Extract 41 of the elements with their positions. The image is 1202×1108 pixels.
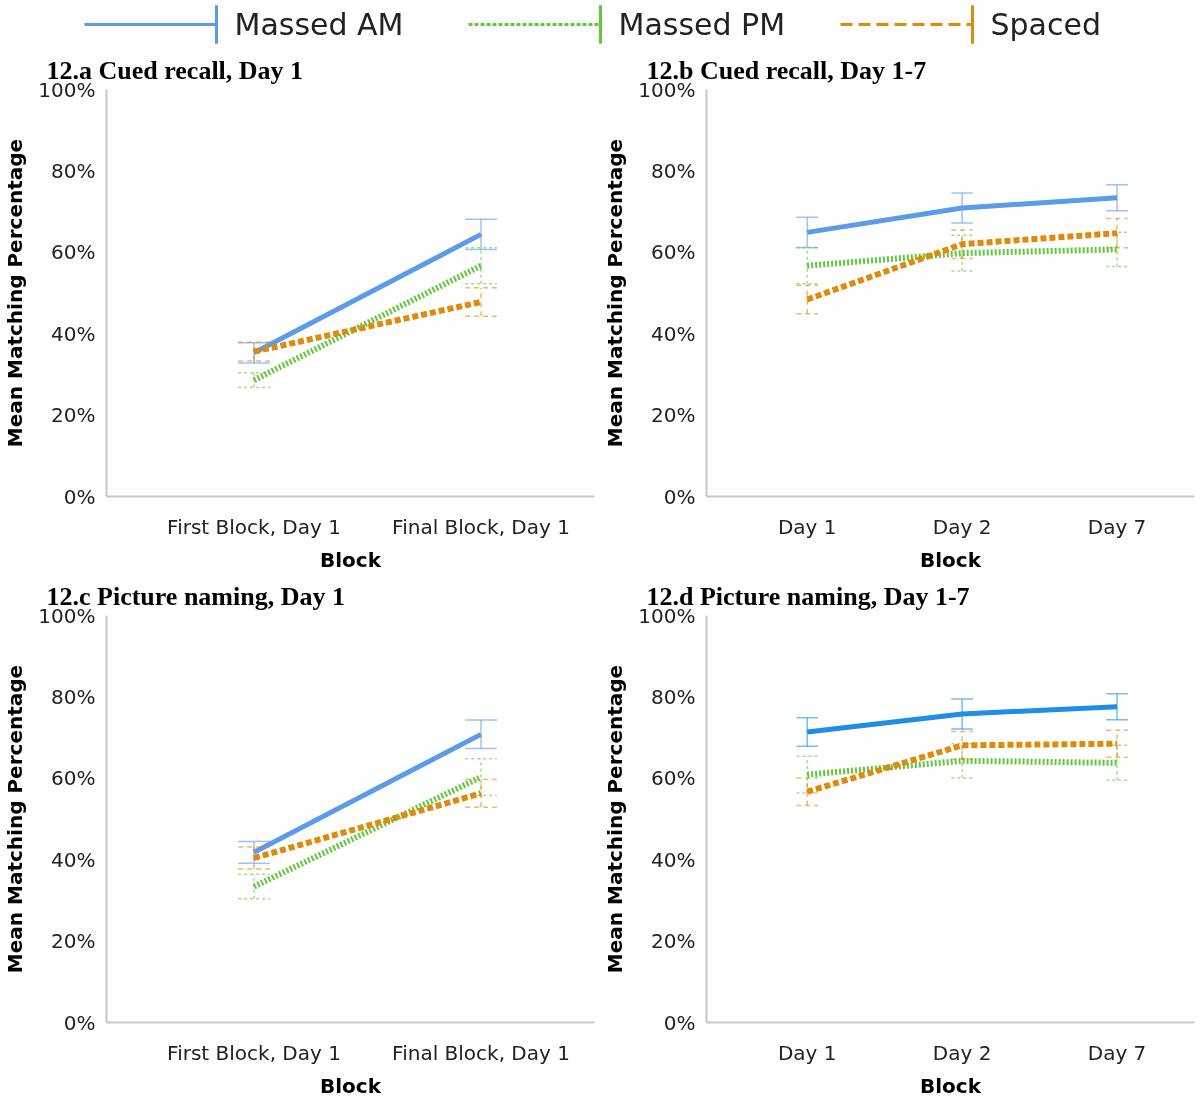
y-tick-label: 80% (651, 684, 696, 709)
y-tick-label: 20% (51, 929, 96, 954)
y-tick-label: 20% (51, 403, 96, 428)
x-tick-label: First Block, Day 1 (167, 514, 341, 539)
x-tick-label: Day 1 (777, 514, 837, 539)
y-tick-label: 0% (663, 484, 696, 509)
y-tick-label: 80% (51, 158, 96, 183)
y-tick-label: 20% (651, 929, 696, 954)
x-tick-label: Day 1 (777, 1040, 837, 1065)
y-axis-title: Mean Matching Percentage (3, 138, 28, 448)
x-axis-title: Block (320, 1073, 382, 1098)
x-tick-label: Day 7 (1087, 1040, 1147, 1065)
legend-label: Massed PM (618, 7, 786, 42)
legend-label: Spaced (990, 7, 1101, 42)
x-tick-label: Final Block, Day 1 (392, 1040, 570, 1065)
y-tick-label: 40% (51, 847, 96, 872)
y-tick-label: 60% (651, 240, 696, 265)
x-tick-label: Day 2 (932, 514, 992, 539)
x-axis-title: Block (920, 1073, 982, 1098)
y-axis-title: Mean Matching Percentage (3, 664, 28, 974)
x-axis-title: Block (920, 547, 982, 572)
y-tick-label: 40% (651, 321, 696, 346)
y-tick-label: 80% (651, 158, 696, 183)
x-tick-label: Final Block, Day 1 (392, 514, 570, 539)
y-tick-label: 60% (651, 766, 696, 791)
y-axis-title: Mean Matching Percentage (603, 664, 628, 974)
x-tick-label: First Block, Day 1 (167, 1040, 341, 1065)
y-tick-label: 40% (51, 321, 96, 346)
y-tick-label: 60% (51, 766, 96, 791)
y-tick-label: 0% (63, 484, 96, 509)
y-axis-title: Mean Matching Percentage (603, 138, 628, 448)
x-tick-label: Day 7 (1087, 514, 1147, 539)
y-tick-label: 0% (663, 1010, 696, 1035)
y-tick-label: 80% (51, 684, 96, 709)
y-tick-label: 0% (63, 1010, 96, 1035)
legend-label: Massed AM (234, 7, 404, 42)
x-axis-title: Block (320, 547, 382, 572)
y-tick-label: 40% (651, 847, 696, 872)
y-tick-label: 20% (651, 403, 696, 428)
x-tick-label: Day 2 (932, 1040, 992, 1065)
y-tick-label: 60% (51, 240, 96, 265)
